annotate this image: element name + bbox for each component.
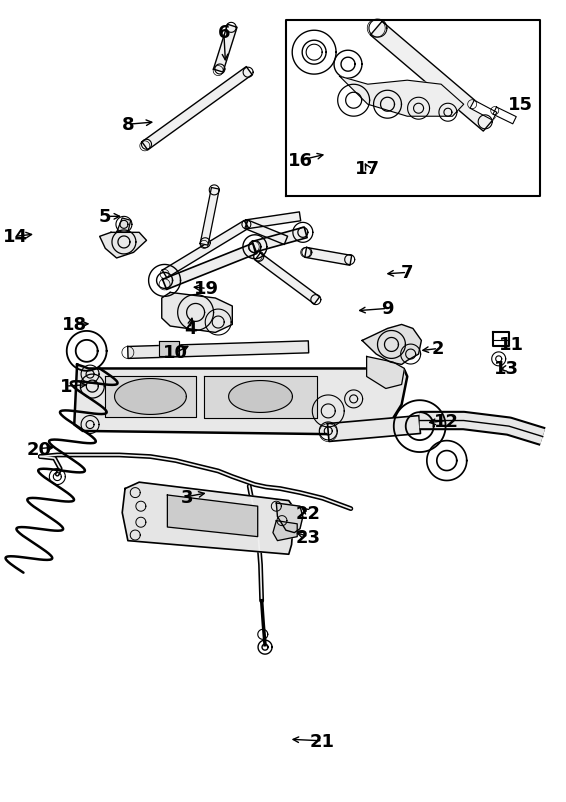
- Text: 9: 9: [381, 300, 394, 318]
- Text: 2: 2: [432, 340, 444, 358]
- Polygon shape: [122, 483, 294, 554]
- Text: 15: 15: [508, 96, 533, 114]
- Polygon shape: [105, 377, 196, 417]
- Polygon shape: [362, 325, 421, 365]
- Polygon shape: [162, 293, 232, 333]
- Polygon shape: [370, 22, 495, 132]
- Polygon shape: [200, 188, 219, 246]
- Polygon shape: [276, 504, 303, 533]
- Text: 20: 20: [27, 440, 52, 458]
- Polygon shape: [142, 67, 252, 151]
- Polygon shape: [204, 377, 317, 419]
- Polygon shape: [159, 342, 179, 356]
- Text: 3: 3: [181, 488, 194, 506]
- Polygon shape: [252, 228, 307, 253]
- Polygon shape: [328, 416, 421, 442]
- Text: 10: 10: [164, 344, 188, 362]
- Polygon shape: [117, 219, 131, 233]
- Polygon shape: [213, 25, 237, 73]
- Text: 14: 14: [2, 228, 28, 246]
- Text: 12: 12: [434, 412, 459, 430]
- Polygon shape: [340, 77, 464, 117]
- Text: 23: 23: [296, 528, 321, 546]
- Polygon shape: [305, 248, 351, 266]
- Polygon shape: [114, 379, 186, 415]
- Text: 19: 19: [194, 280, 220, 298]
- Text: 4: 4: [184, 320, 196, 338]
- Text: 7: 7: [401, 264, 414, 282]
- Polygon shape: [470, 101, 497, 121]
- Polygon shape: [128, 342, 308, 359]
- Polygon shape: [168, 496, 258, 537]
- Polygon shape: [74, 365, 408, 437]
- Text: 5: 5: [99, 208, 112, 226]
- Polygon shape: [229, 381, 293, 413]
- Polygon shape: [367, 357, 405, 389]
- Text: 17: 17: [355, 160, 380, 178]
- Polygon shape: [162, 221, 248, 278]
- Text: 1: 1: [59, 378, 72, 395]
- Polygon shape: [245, 221, 288, 245]
- Text: 11: 11: [499, 336, 524, 354]
- Polygon shape: [100, 233, 147, 258]
- Polygon shape: [493, 108, 516, 124]
- Text: 21: 21: [310, 732, 335, 750]
- Text: 8: 8: [122, 116, 134, 134]
- Text: 18: 18: [62, 316, 87, 334]
- Text: 16: 16: [288, 152, 312, 170]
- Polygon shape: [246, 213, 301, 229]
- Polygon shape: [162, 244, 257, 290]
- Text: 22: 22: [296, 504, 321, 522]
- Text: 13: 13: [494, 360, 518, 378]
- Polygon shape: [255, 253, 320, 305]
- Polygon shape: [273, 521, 297, 541]
- Text: 6: 6: [217, 24, 230, 42]
